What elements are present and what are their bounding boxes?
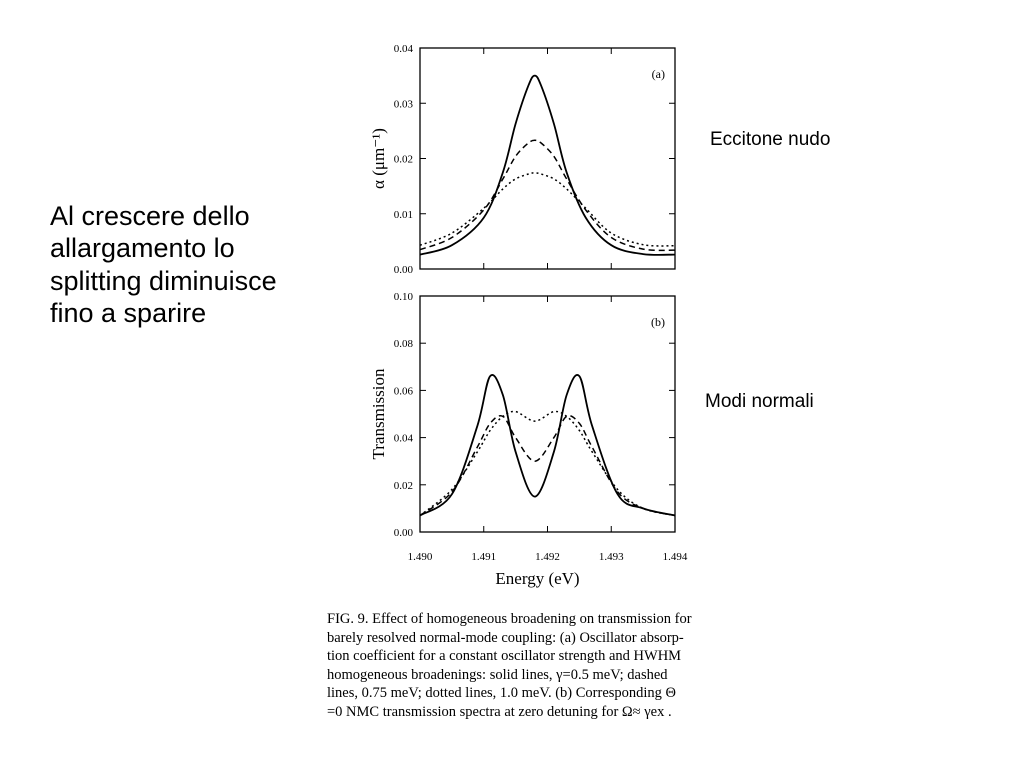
y-axis-label: α (μm⁻¹)	[369, 128, 388, 189]
x-tick-label: 1.491	[471, 551, 496, 563]
figure-chart: 0.00 0.01 0.02 0.03 0.04 (a) α (μm⁻¹) 0.00 0.02 0…	[369, 43, 688, 588]
plot-frame-a	[419, 47, 676, 270]
left-text-line: allargamento lo	[50, 233, 235, 264]
left-text-line: Al crescere dello	[50, 201, 250, 231]
caption-line: =0 NMC transmission spectra at zero detu…	[327, 703, 672, 720]
y-tick-label: 0.03	[394, 98, 414, 110]
x-tick-label: 1.493	[599, 551, 624, 563]
x-tick-label: 1.494	[663, 551, 688, 563]
figure-caption: FIG. 9. Effect of homogeneous broadening…	[327, 610, 725, 722]
x-tick-label: 1.492	[535, 551, 560, 563]
y-tick-label: 0.00	[394, 527, 414, 539]
x-axis-label: Energy (eV)	[495, 569, 579, 588]
series-line-dotted-b	[419, 410, 676, 517]
y-tick-label: 0.01	[394, 209, 413, 221]
label-modi-normali: Modi normali	[705, 391, 814, 412]
left-text-line: splitting diminuisce	[50, 265, 277, 296]
y-tick-label: 0.04	[394, 43, 414, 55]
caption-line: tion coefficient for a constant oscillat…	[327, 648, 682, 665]
y-tick-label: 0.08	[394, 338, 414, 350]
caption-line: homogeneous broadenings: solid lines, γ=…	[327, 666, 668, 683]
caption-line: lines, 0.75 meV; dotted lines, 1.0 meV. …	[327, 685, 677, 702]
panel-label: (b)	[651, 315, 665, 329]
caption-line: FIG. 9. Effect of homogeneous broadening…	[327, 611, 692, 627]
left-text-line: fino a sparire	[50, 298, 207, 329]
caption-line: barely resolved normal-mode coupling: (a…	[327, 629, 684, 646]
series-line-dashed-b	[419, 415, 676, 517]
y-tick-label: 0.02	[394, 154, 413, 166]
y-tick-label: 0.00	[394, 264, 414, 276]
y-tick-label: 0.04	[394, 433, 414, 445]
x-tick-label: 1.490	[408, 551, 433, 563]
y-tick-label: 0.06	[394, 385, 414, 397]
y-axis-label: Transmission	[369, 368, 388, 460]
y-tick-label: 0.10	[394, 291, 414, 303]
series-line-dotted-a	[419, 172, 676, 247]
label-eccitone-nudo: Eccitone nudo	[710, 129, 831, 150]
panel-label: (a)	[652, 67, 665, 81]
series-line-solid-b	[419, 374, 676, 517]
series-line-dashed-a	[419, 139, 676, 252]
slide-left-text: Al crescere dello allargamento lo splitt…	[50, 200, 350, 330]
series-line-solid-a	[419, 74, 676, 256]
y-tick-label: 0.02	[394, 480, 413, 492]
